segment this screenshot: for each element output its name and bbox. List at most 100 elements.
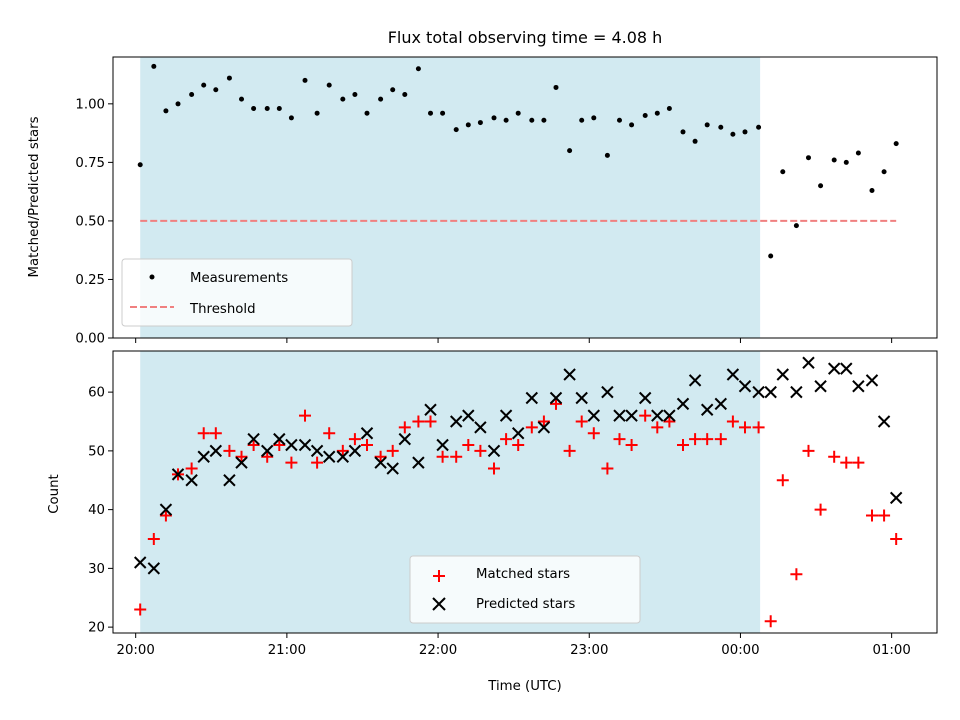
predicted-star-point (814, 380, 827, 393)
ratio-measurement-point (515, 110, 521, 116)
predicted-star-point (171, 468, 185, 481)
count-y-tick-label: 20 (88, 621, 105, 636)
matched-star-point (185, 462, 198, 475)
ratio-measurement-point (378, 96, 384, 102)
matched-star-point (159, 509, 172, 522)
predicted-star-stroke-b (310, 444, 324, 458)
matched-star-point (651, 421, 664, 434)
predicted-star-point (549, 391, 563, 405)
predicted-star-point (298, 438, 312, 452)
matched-star-point (663, 415, 676, 428)
predicted-star-point (147, 562, 161, 575)
predicted-star-point (865, 374, 879, 387)
matched-star-point (549, 397, 562, 410)
predicted-star-point (827, 362, 841, 375)
predicted-star-stroke-b (613, 409, 626, 422)
ratio-measurement-point (415, 66, 421, 72)
predicted-star-point (209, 444, 223, 458)
predicted-star-stroke-b (185, 474, 198, 487)
matched-star-point (235, 450, 248, 463)
predicted-star-point (360, 427, 374, 440)
ratio-measurement-point (340, 96, 346, 102)
predicted-star-point (336, 450, 350, 463)
predicted-star-stroke-b (261, 444, 274, 458)
ratio-measurement-point (390, 87, 396, 93)
ratio-measurement-point (567, 148, 573, 154)
matched-star-point (436, 450, 449, 463)
count-legend: Matched stars Predicted stars (409, 555, 641, 624)
predicted-star-point (537, 421, 551, 434)
matched-star-point (285, 456, 298, 469)
matched-star-point (247, 439, 260, 451)
ratio-y-tick-label: 0.25 (75, 273, 105, 288)
predicted-star-stroke-b (575, 391, 588, 405)
predicted-star-point (726, 368, 740, 381)
matched-star-point (639, 409, 652, 422)
predicted-star-stroke-b (638, 391, 652, 405)
predicted-star-point (663, 409, 676, 422)
predicted-star-point (889, 491, 903, 505)
predicted-star-point (802, 356, 815, 369)
predicted-star-point (261, 444, 274, 458)
predicted-star-point (247, 432, 260, 446)
ratio-measurement-point (453, 127, 459, 133)
predicted-star-stroke-b (273, 432, 286, 446)
predicted-star-point (436, 438, 449, 452)
ratio-measurement-point (855, 150, 861, 156)
predicted-star-point (575, 391, 588, 405)
matched-star-point (500, 433, 513, 446)
ratio-measurement-point (314, 110, 320, 116)
predicted-star-stroke-b (840, 362, 853, 375)
predicted-star-point (776, 368, 789, 381)
ratio-measurement-point (604, 152, 610, 158)
matched-star-point (676, 439, 689, 451)
matched-star-point (525, 421, 538, 434)
predicted-star-point (852, 380, 865, 393)
predicted-star-stroke-b (348, 444, 362, 458)
predicted-star-point (322, 450, 336, 463)
matched-star-point (865, 509, 878, 522)
matched-star-point (701, 433, 714, 446)
predicted-star-stroke-b (197, 450, 210, 463)
predicted-star-point (790, 385, 803, 399)
predicted-star-stroke-b (424, 403, 437, 416)
ratio-legend: Measurements Threshold (121, 258, 353, 327)
ratio-measurement-point (742, 129, 748, 135)
legend-predicted-marker (432, 597, 446, 611)
ratio-measurement-point (529, 117, 535, 123)
ratio-legend-box (121, 258, 353, 327)
predicted-star-point (625, 409, 638, 422)
ratio-y-axis-label: Matched/Predicted stars (27, 116, 42, 277)
predicted-star-point (223, 474, 236, 487)
predicted-star-stroke-b (802, 356, 815, 369)
count-y-axis-label: Count (47, 474, 62, 514)
predicted-star-stroke-b (865, 374, 879, 387)
count-y-tick-label: 40 (88, 503, 105, 518)
predicted-star-stroke-b (499, 409, 513, 422)
count-x-tick-label: 20:00 (117, 643, 155, 658)
matched-star-point (726, 415, 739, 428)
matched-star-point (776, 474, 789, 487)
predicted-star-stroke-b (209, 444, 223, 458)
matched-star-point (424, 415, 437, 428)
ratio-y-tick-label: 0.50 (75, 214, 105, 229)
matched-star-point (261, 450, 274, 463)
matched-star-point (613, 433, 626, 446)
ratio-measurement-point (503, 117, 509, 123)
ratio-measurement-point (718, 124, 724, 130)
predicted-star-stroke-b (563, 368, 576, 381)
matched-star-point (488, 462, 501, 475)
ratio-measurement-point (629, 122, 635, 128)
matched-star-point (348, 433, 361, 446)
count-panel: 20 30 40 50 60 20:00 21:00 22:00 23:00 00:00 01:00… (47, 350, 938, 694)
ratio-measurement-point (704, 122, 710, 128)
predicted-star-stroke-b (285, 438, 298, 452)
legend-matched-marker (433, 570, 445, 582)
ratio-measurement-point (756, 124, 762, 130)
ratio-measurement-point (189, 91, 195, 97)
predicted-star-stroke-b (714, 397, 728, 411)
ratio-measurement-point (780, 169, 786, 175)
predicted-star-stroke-b (752, 385, 765, 399)
ratio-measurement-point (541, 117, 547, 123)
predicted-star-point (877, 415, 891, 428)
